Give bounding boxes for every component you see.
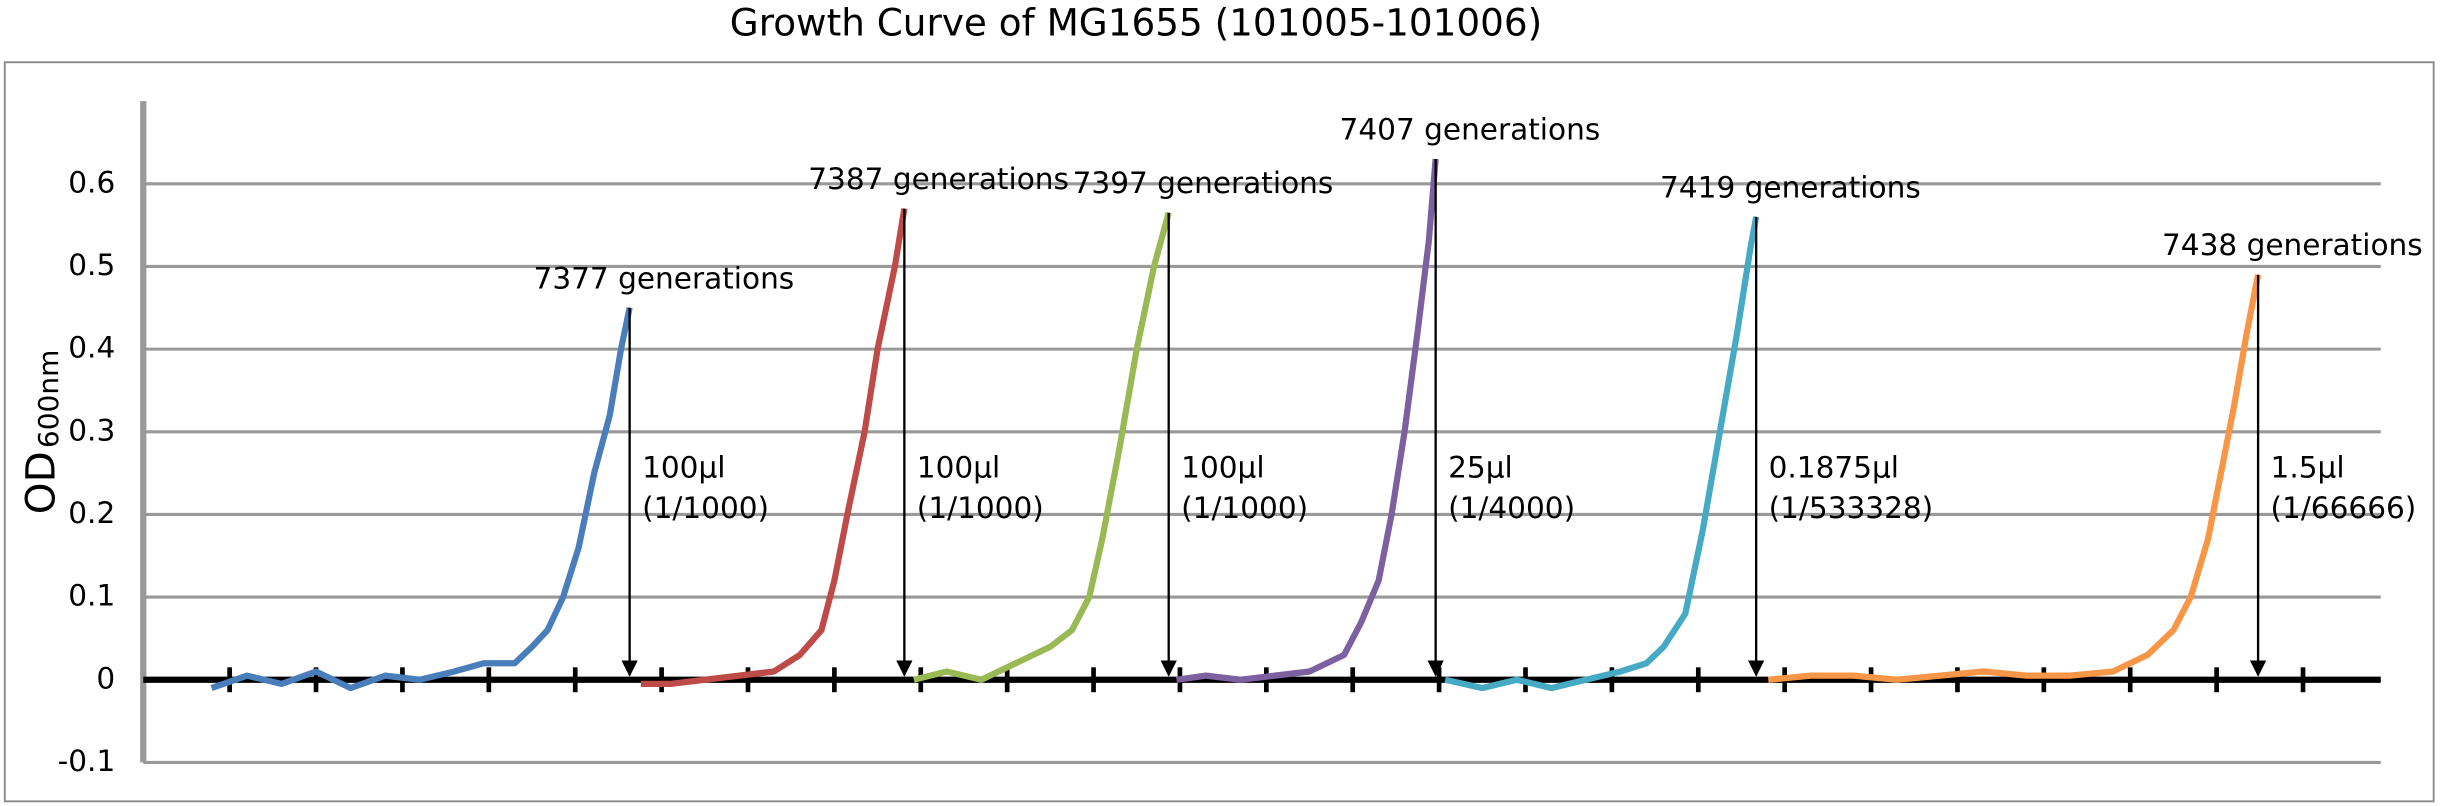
dilution-label: 1.5μl: [2271, 450, 2345, 484]
dilution-label: (1/66666): [2271, 491, 2417, 525]
dilution-label: 100μl: [642, 450, 725, 484]
series-line: [640, 208, 908, 688]
dilution-label: (1/1000): [1181, 491, 1308, 525]
series-line: [1444, 216, 1760, 692]
y-tick-label: -0.1: [58, 744, 116, 778]
dilution-label: 100μl: [1181, 450, 1264, 484]
generation-label: 7407 generations: [1340, 112, 1601, 146]
generation-label: 7397 generations: [1073, 166, 1334, 200]
generation-label: 7438 generations: [2162, 228, 2423, 262]
y-tick-label: 0.1: [68, 579, 115, 613]
series-line: [913, 211, 1172, 683]
y-tick-label: 0: [96, 661, 115, 695]
y-tick-label: 0.6: [68, 165, 115, 199]
generation-label: 7419 generations: [1660, 170, 1921, 204]
series-line: [1767, 274, 2262, 683]
generation-label: 7387 generations: [808, 162, 1069, 196]
dilution-label: (1/1000): [642, 491, 769, 525]
series-line: [1176, 158, 1439, 683]
chart-title: Growth Curve of MG1655 (101005-101006): [730, 0, 1542, 44]
dilution-label: (1/533328): [1769, 491, 1934, 525]
y-tick-label: 0.5: [68, 248, 115, 282]
dilution-label: (1/4000): [1448, 491, 1575, 525]
series-line: [210, 307, 633, 692]
y-tick-label: 0.4: [68, 331, 115, 365]
y-tick-label: 0.3: [68, 413, 115, 447]
y-axis-label: OD 600nm: [17, 350, 65, 515]
chart-border: [3, 61, 2435, 803]
generation-label: 7377 generations: [534, 261, 795, 295]
y-label-subscript: 600nm: [32, 350, 65, 448]
dilution-label: 100μl: [917, 450, 1000, 484]
y-label-text: OD: [17, 451, 65, 514]
dilution-label: 0.1875μl: [1769, 450, 1899, 484]
y-tick-label: 0.2: [68, 496, 115, 530]
dilution-label: (1/1000): [917, 491, 1044, 525]
dilution-label: 25μl: [1448, 450, 1513, 484]
